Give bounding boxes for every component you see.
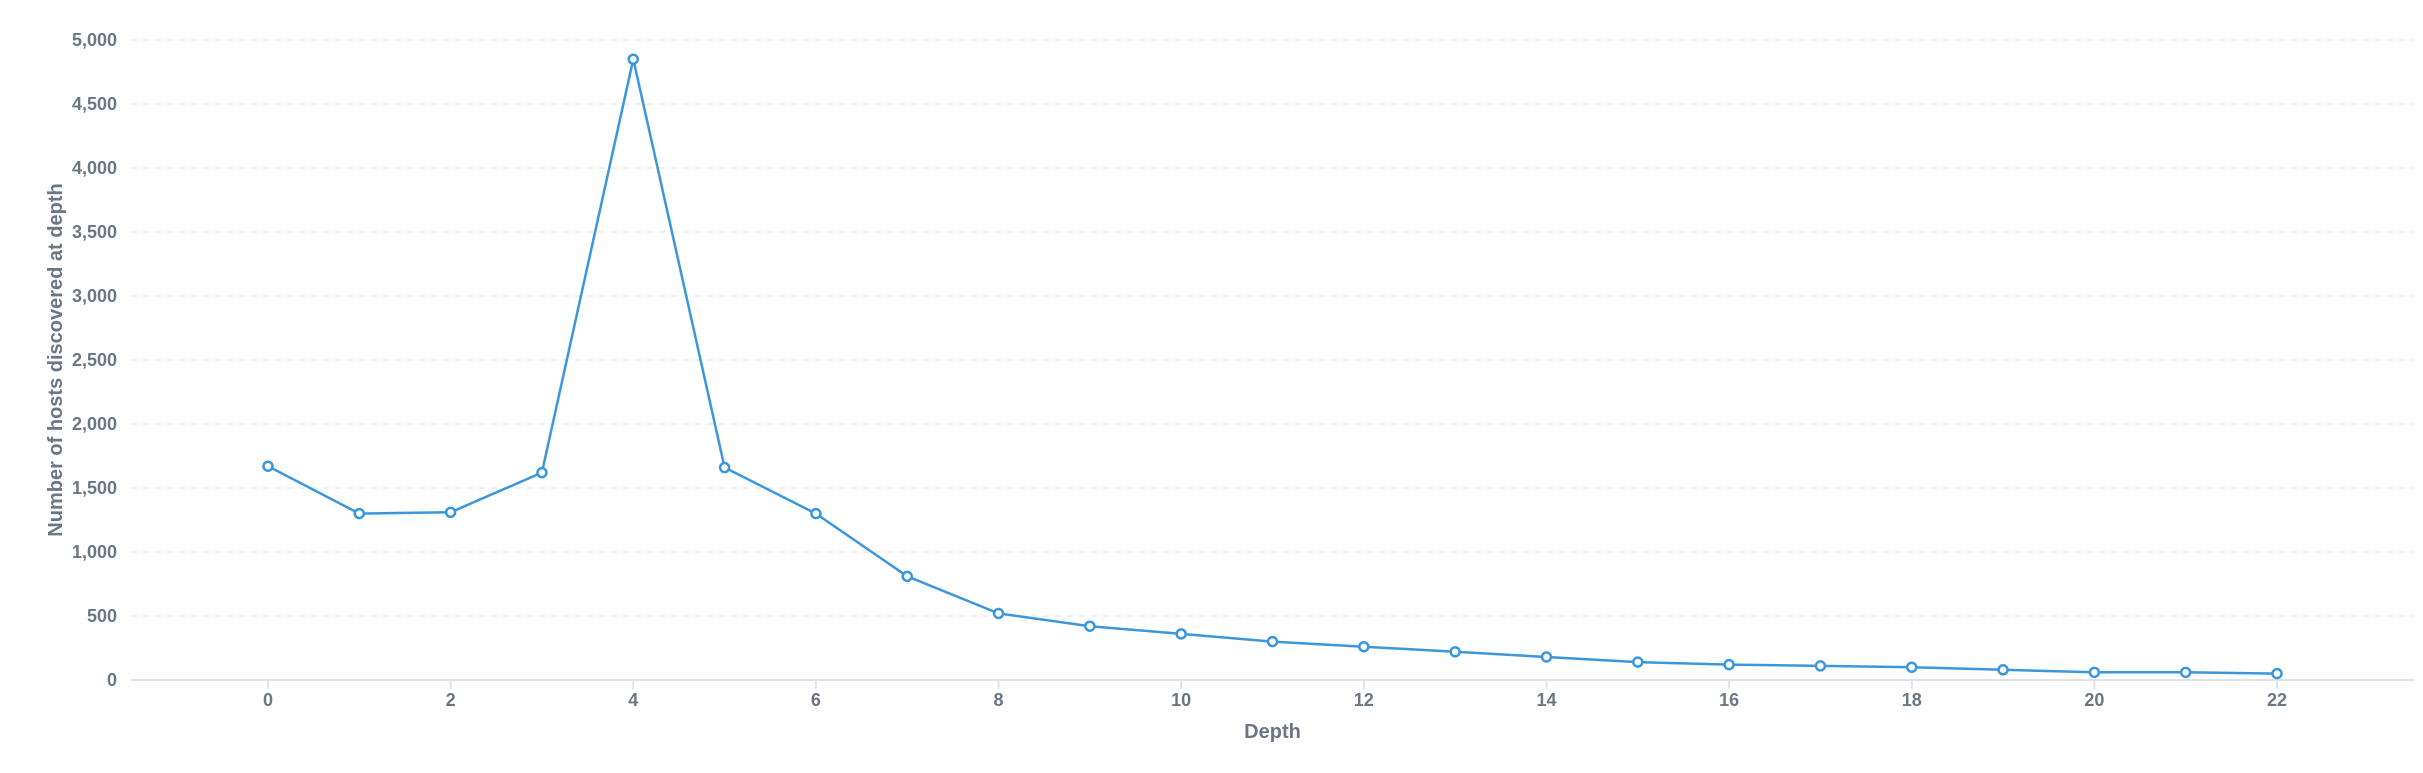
data-point[interactable] bbox=[2271, 667, 2283, 680]
data-point[interactable] bbox=[1905, 661, 1918, 673]
data-point[interactable] bbox=[718, 461, 731, 474]
y-axis-title: Number of hosts discovered at depth bbox=[45, 183, 67, 536]
x-tick-label: 4 bbox=[628, 690, 638, 710]
x-tick-label: 16 bbox=[1719, 690, 1739, 710]
x-tick-label: 2 bbox=[446, 690, 456, 710]
data-point[interactable] bbox=[1175, 628, 1187, 640]
y-tick-label: 1,500 bbox=[72, 478, 117, 498]
series-line bbox=[267, 57, 2278, 675]
data-point[interactable] bbox=[1358, 640, 1370, 653]
data-point[interactable] bbox=[1723, 658, 1735, 671]
data-point[interactable] bbox=[992, 607, 1005, 620]
x-tick-label: 10 bbox=[1171, 690, 1191, 710]
grid-lines bbox=[131, 39, 2414, 617]
series-line-layer bbox=[267, 57, 2278, 675]
axes: 0 500 1,000 1,500 2,000 2,500 3,000 3,500 4,000 4… bbox=[72, 30, 2414, 710]
y-tick-label: 500 bbox=[87, 606, 117, 626]
y-tick-label: 5,000 bbox=[72, 30, 117, 50]
y-tick-label: 4,000 bbox=[72, 158, 117, 178]
x-tick-label: 0 bbox=[263, 690, 273, 710]
y-tick-label: 3,000 bbox=[72, 286, 117, 306]
y-tick-label: 0 bbox=[107, 670, 117, 690]
data-point[interactable] bbox=[2088, 666, 2101, 679]
x-tick-label: 12 bbox=[1354, 690, 1374, 710]
data-point[interactable] bbox=[1814, 660, 1827, 672]
data-point[interactable] bbox=[2179, 666, 2192, 679]
data-point[interactable] bbox=[1997, 664, 2009, 676]
data-point[interactable] bbox=[536, 466, 548, 479]
data-point[interactable] bbox=[1632, 656, 1644, 668]
x-tick-label: 14 bbox=[1536, 690, 1556, 710]
x-tick-label: 22 bbox=[2267, 690, 2287, 710]
x-tick-label: 6 bbox=[811, 690, 821, 710]
y-tick-label: 3,500 bbox=[72, 222, 117, 242]
data-point[interactable] bbox=[1540, 651, 1553, 663]
data-point[interactable] bbox=[1449, 646, 1461, 658]
data-point[interactable] bbox=[444, 506, 457, 519]
data-point[interactable] bbox=[262, 460, 274, 472]
data-point[interactable] bbox=[1266, 635, 1279, 648]
x-axis-title: Depth bbox=[1244, 721, 1301, 743]
data-point[interactable] bbox=[353, 507, 366, 520]
data-point[interactable] bbox=[1084, 620, 1096, 632]
y-tick-label: 4,500 bbox=[72, 94, 117, 114]
data-point[interactable] bbox=[627, 53, 640, 65]
x-tick-label: 20 bbox=[2084, 690, 2104, 710]
y-tick-label: 1,000 bbox=[72, 542, 117, 562]
data-point[interactable] bbox=[810, 507, 822, 520]
y-tick-label: 2,000 bbox=[72, 414, 117, 434]
data-point[interactable] bbox=[901, 570, 913, 583]
data-points bbox=[262, 53, 2283, 680]
x-tick-label: 18 bbox=[1902, 690, 1922, 710]
y-tick-label: 2,500 bbox=[72, 350, 117, 370]
x-tick-label: 8 bbox=[994, 690, 1004, 710]
